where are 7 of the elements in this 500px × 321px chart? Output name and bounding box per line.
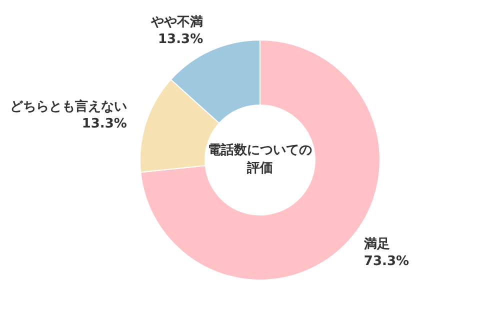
slice-label: やや不満 [150,15,204,30]
data-label: 73.3% [364,254,410,269]
data-label: 13.3% [82,116,127,132]
slice-label: 満足 [362,236,390,252]
slice-label: どちらとも言えない [10,98,127,114]
data-label: 13.3% [158,32,204,48]
text: 電話数についての評価 [208,142,312,178]
